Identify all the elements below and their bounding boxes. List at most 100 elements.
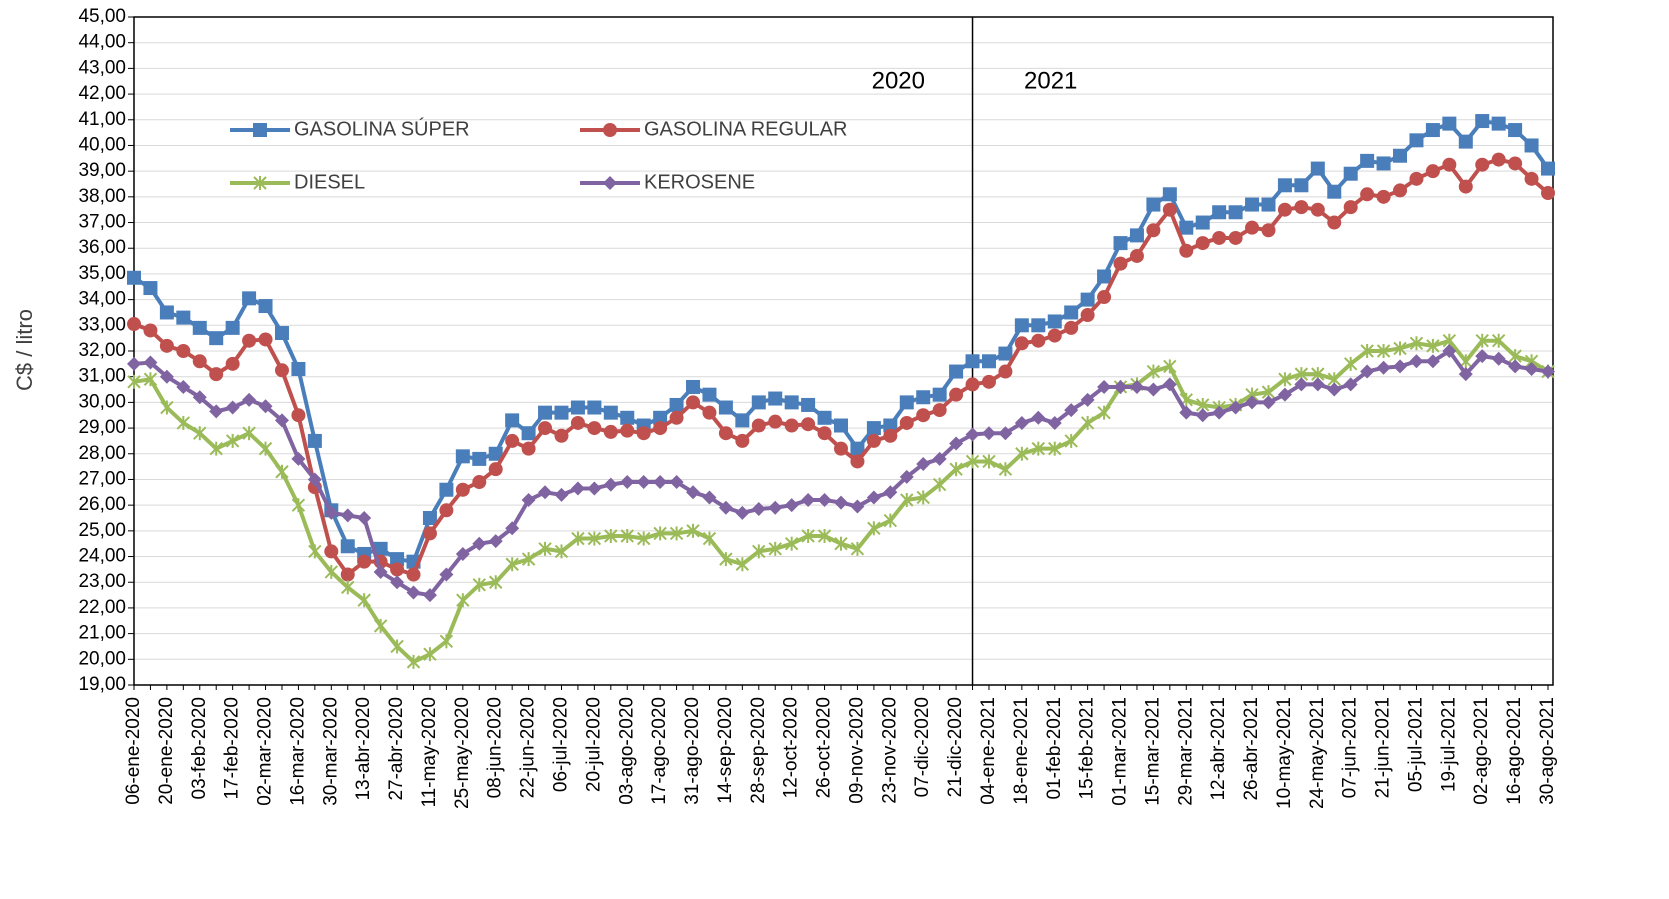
x-tick-label: 12-oct-2020 [781,697,802,798]
marker [225,356,240,371]
marker [1475,349,1490,364]
x-tick-label: 30-ago-2021 [1537,697,1558,805]
y-tick-label: 29,00 [78,417,126,438]
x-tick-label: 17-ago-2020 [649,697,670,805]
marker [505,521,520,536]
marker [899,395,914,410]
marker [570,481,585,496]
y-tick-label: 20,00 [78,648,126,669]
marker [242,333,257,348]
marker [472,475,487,490]
marker [275,464,289,479]
marker [488,446,503,461]
y-axis-label: C$ / litro [12,309,37,391]
marker [669,397,684,412]
marker [1014,415,1029,430]
y-tick-label: 41,00 [78,109,126,130]
marker [1129,228,1144,243]
marker [867,521,881,536]
y-tick-label: 25,00 [78,520,126,541]
marker [439,567,454,582]
marker [455,482,470,497]
marker [1080,415,1095,430]
marker [1541,161,1555,176]
marker [439,634,454,649]
marker [916,408,931,423]
marker [932,477,947,492]
marker [340,539,355,554]
marker [932,403,947,418]
series-markers [127,344,1555,603]
marker [653,410,668,425]
x-tick-label: 26-oct-2020 [814,697,835,798]
marker [406,585,421,600]
marker [554,428,569,443]
marker [1425,123,1440,138]
marker [1129,248,1144,263]
marker [159,305,174,320]
marker [176,344,191,358]
legend-label: GASOLINA SÚPER [294,117,470,140]
y-tick-label: 40,00 [78,134,126,155]
marker [472,451,487,466]
marker [1310,202,1325,217]
marker [817,410,832,425]
marker [834,418,848,433]
marker [1163,359,1177,374]
marker [488,534,503,549]
marker [669,475,684,490]
x-tick-label: 01-feb-2021 [1044,697,1065,799]
marker [1524,171,1539,186]
marker [291,408,306,423]
marker [193,426,207,441]
marker [423,647,437,662]
marker [1393,341,1407,356]
marker [1261,395,1276,410]
marker [784,536,799,551]
marker [653,421,668,436]
y-tick-label: 38,00 [78,186,126,207]
marker [1541,364,1555,379]
marker [1475,114,1490,129]
legend-label: KEROSENE [644,171,755,193]
marker [1475,157,1490,172]
marker [192,390,207,405]
marker [422,526,437,541]
marker [1524,361,1539,376]
marker [253,176,267,190]
x-tick-label: 30-mar-2020 [320,697,341,806]
marker [1179,243,1194,258]
marker [1245,197,1260,212]
marker [1146,364,1161,379]
marker [1343,377,1358,392]
marker [439,482,454,497]
marker [1294,200,1309,215]
marker [538,485,553,500]
marker [702,490,717,505]
marker [932,387,947,402]
x-tick-label: 16-ago-2021 [1504,697,1525,805]
marker [620,528,634,543]
marker [1343,200,1358,215]
marker [160,400,174,415]
marker [127,356,141,371]
marker [1031,333,1046,348]
marker [422,511,437,525]
marker [538,405,553,420]
marker [357,593,371,608]
marker [1146,197,1161,212]
marker [1376,344,1391,358]
marker [751,395,766,410]
x-tick-label: 29-mar-2021 [1175,697,1196,806]
marker [1212,405,1227,420]
marker [801,397,816,412]
x-tick-label: 02-mar-2020 [255,697,276,806]
marker [1343,356,1358,371]
x-tick-label: 11-may-2020 [419,697,440,808]
marker [603,424,618,439]
marker [653,526,667,541]
marker [1458,367,1473,382]
marker [784,395,799,410]
marker [1097,290,1112,305]
x-tick-label: 06-jul-2020 [551,697,572,792]
